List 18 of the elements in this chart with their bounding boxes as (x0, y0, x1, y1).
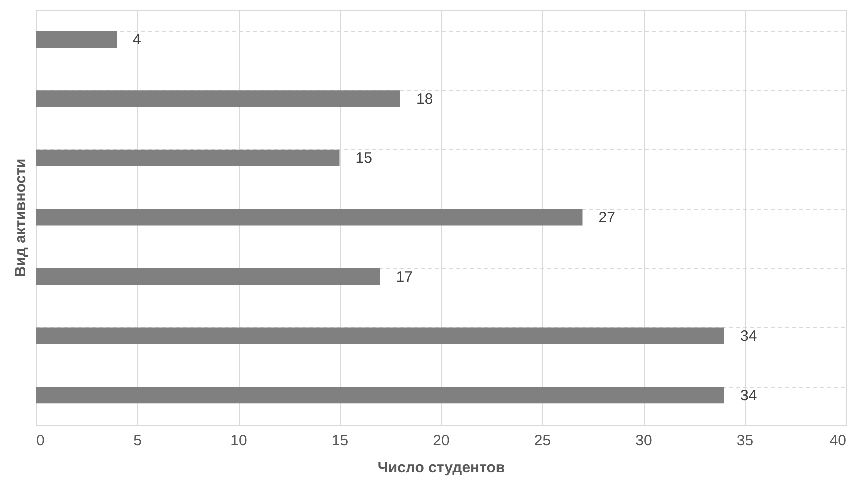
data-label: 4 (133, 32, 142, 49)
y-axis-title: Вид активности (12, 158, 30, 278)
x-tick-label: 20 (433, 432, 450, 450)
data-label: 34 (740, 328, 758, 346)
data-label: 15 (356, 150, 372, 168)
x-tick-label: 30 (636, 432, 652, 450)
x-tick-label: 15 (332, 432, 349, 450)
x-tick-label: 0 (36, 432, 45, 450)
x-axis-title: Число студентов (378, 460, 506, 476)
data-label: 18 (416, 90, 434, 108)
x-tick-label: 5 (134, 432, 142, 450)
data-label: 27 (598, 210, 616, 226)
x-tick-label: 35 (736, 432, 754, 450)
x-tick-label: 40 (830, 432, 846, 450)
data-label: 17 (396, 268, 413, 286)
x-tick-label: 25 (534, 432, 552, 450)
x-tick-label: 10 (230, 432, 248, 450)
data-label: 34 (740, 387, 758, 404)
